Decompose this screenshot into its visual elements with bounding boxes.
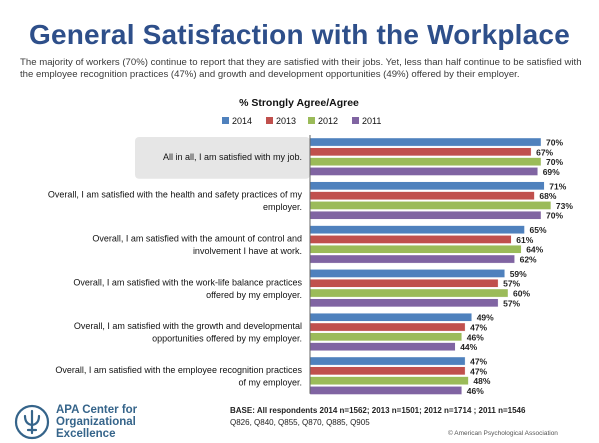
bar (309, 235, 512, 244)
copyright: © American Psychological Association (448, 430, 558, 437)
data-label: 69% (543, 167, 560, 177)
data-label: 67% (536, 147, 553, 157)
bar (309, 386, 463, 395)
org-name: APA Center for Organizational Excellence (56, 404, 137, 440)
bar (309, 137, 542, 147)
question-list: Q826, Q840, Q855, Q870, Q885, Q905 (230, 418, 370, 427)
legend-swatch (352, 117, 359, 124)
bar (309, 167, 538, 176)
bar (309, 322, 466, 332)
legend-label: 2013 (276, 116, 296, 126)
org-name-line: Organizational (56, 416, 136, 428)
data-label: 71% (549, 181, 566, 191)
page-subtitle: The majority of workers (70%) continue t… (20, 57, 582, 81)
bar (309, 191, 535, 200)
data-label: 65% (530, 225, 547, 235)
bar (309, 254, 515, 264)
bar (309, 244, 522, 254)
bar (309, 366, 466, 376)
page-title: General Satisfaction with the Workplace (29, 19, 570, 50)
highlight-band (135, 137, 310, 179)
data-label: 47% (470, 366, 487, 376)
bar (309, 288, 509, 298)
org-name-line: Excellence (56, 428, 116, 440)
base-label: BASE: All respondents 2014 n=1562; 2013 … (230, 406, 526, 415)
data-label: 44% (460, 342, 477, 352)
category-label: of my employer. (238, 377, 302, 387)
data-label: 68% (539, 191, 556, 201)
bar (309, 313, 472, 322)
bar (309, 332, 463, 342)
chart-title: % Strongly Agree/Agree (239, 97, 359, 109)
bar (309, 181, 545, 191)
data-label: 46% (467, 386, 484, 396)
bar-chart: % Strongly Agree/Agree 2014 2013 2012 2011 70… (48, 97, 573, 396)
category-label: Overall, I am satisfied with the growth … (74, 321, 302, 331)
bar (309, 147, 532, 157)
bar (309, 376, 469, 385)
bar (309, 210, 542, 220)
bar (309, 225, 525, 234)
legend-swatch (266, 117, 273, 124)
data-label: 60% (513, 289, 530, 299)
category-label: employer. (263, 202, 302, 212)
category-label: Overall, I am satisfied with the health … (48, 190, 303, 200)
data-label: 47% (470, 323, 487, 333)
bar (309, 269, 505, 278)
bar (309, 342, 456, 351)
base-note: BASE: All respondents 2014 n=1562; 2013 … (230, 405, 525, 429)
category-label: Overall, I am satisfied with the amount … (92, 234, 302, 244)
bar (309, 201, 552, 210)
bar (309, 157, 542, 166)
data-label: 57% (503, 298, 520, 308)
category-label: All in all, I am satisfied with my job. (163, 152, 302, 162)
apa-logo-icon (14, 404, 50, 440)
bar (309, 356, 466, 366)
category-label: Overall, I am satisfied with the work-li… (73, 277, 302, 287)
data-label: 46% (467, 332, 484, 342)
data-label: 57% (503, 279, 520, 289)
legend-swatch (222, 117, 229, 124)
legend-label: 2011 (362, 116, 381, 126)
legend-label: 2014 (232, 116, 252, 126)
bar (309, 279, 499, 288)
category-label: opportunities offered by my employer. (152, 334, 302, 344)
data-label: 70% (546, 157, 563, 167)
data-label: 70% (546, 211, 563, 221)
data-label: 73% (556, 201, 573, 211)
category-label: involvement I have at work. (193, 246, 302, 256)
data-label: 64% (526, 245, 543, 255)
org-name-line: APA Center for (56, 404, 138, 416)
data-label: 62% (520, 255, 537, 265)
data-label: 47% (470, 357, 487, 367)
category-label: Overall, I am satisfied with the employe… (55, 365, 302, 375)
data-label: 48% (473, 376, 490, 386)
data-label: 70% (546, 138, 563, 148)
data-label: 49% (477, 313, 494, 323)
data-label: 59% (510, 269, 527, 279)
bar (309, 298, 499, 308)
legend-label: 2012 (318, 116, 338, 126)
data-label: 61% (516, 235, 533, 245)
legend-swatch (308, 117, 315, 124)
category-label: offered by my employer. (206, 290, 302, 300)
